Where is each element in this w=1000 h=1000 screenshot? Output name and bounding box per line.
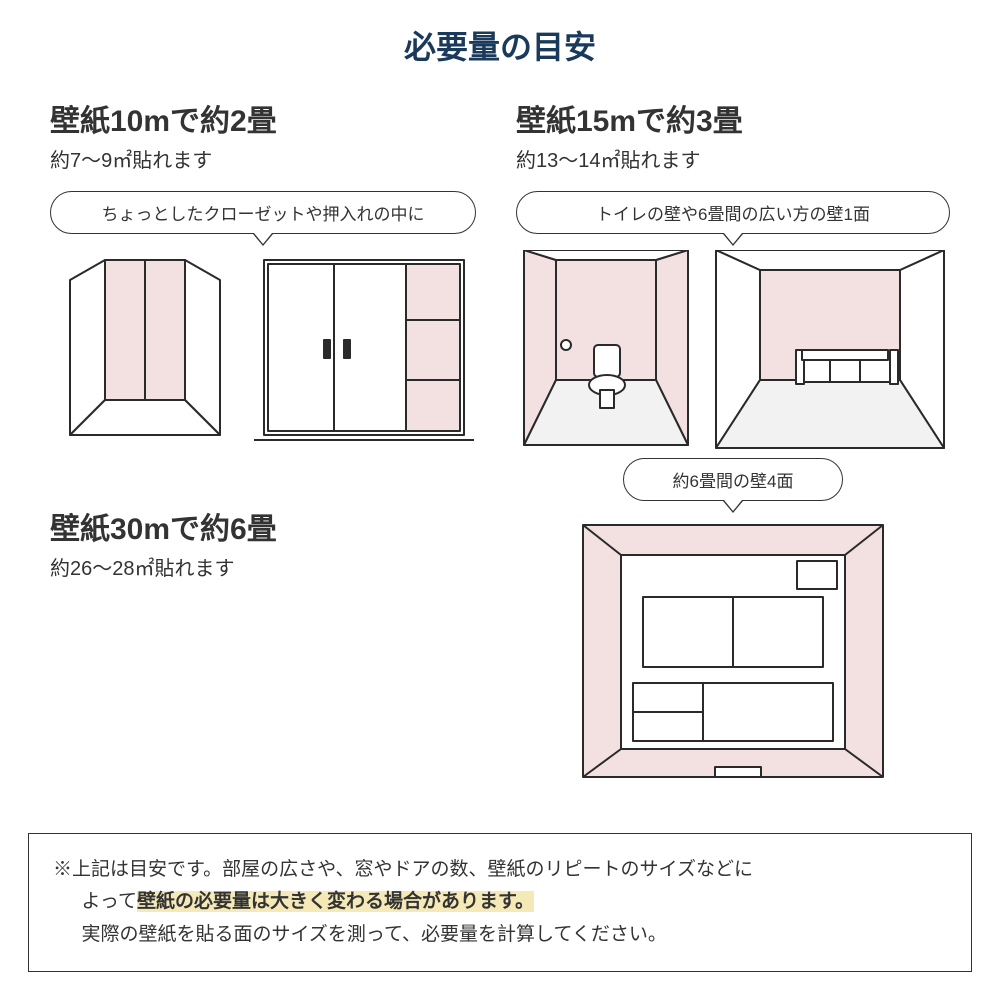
illus-10m xyxy=(50,250,476,450)
section-15m: 壁紙15mで約3畳 約13〜14㎡貼れます トイレの壁や6畳間の広い方の壁1面 xyxy=(516,96,950,450)
sub-15m: 約13〜14㎡貼れます xyxy=(516,144,950,173)
heading-30m: 壁紙30mで約6畳 xyxy=(50,504,476,548)
bubble-15m: トイレの壁や6畳間の広い方の壁1面 xyxy=(516,191,950,234)
illus-15m xyxy=(516,250,950,450)
bubble-30m: 約6畳間の壁4面 xyxy=(623,458,843,501)
section-30m: 壁紙30mで約6畳 約26〜28㎡貼れます xyxy=(50,450,476,787)
note-highlight: 壁紙の必要量は大きく変わる場合があります。 xyxy=(137,891,534,912)
toilet-room-icon xyxy=(516,250,696,450)
sub-10m: 約7〜9㎡貼れます xyxy=(50,144,476,173)
section-30m-illus: 約6畳間の壁4面 xyxy=(516,450,950,787)
sub-30m: 約26〜28㎡貼れます xyxy=(50,552,476,581)
note-line2: よって壁紙の必要量は大きく変わる場合があります。 xyxy=(53,886,947,918)
heading-15m: 壁紙15mで約3畳 xyxy=(516,96,950,140)
room-one-wall-icon xyxy=(710,250,950,450)
closet-open-icon xyxy=(50,250,240,450)
closet-sliding-icon xyxy=(254,250,474,450)
note-box: ※上記は目安です。部屋の広さや、窓やドアの数、壁紙のリピートのサイズなどに よっ… xyxy=(28,833,972,972)
section-10m: 壁紙10mで約2畳 約7〜9㎡貼れます ちょっとしたクローゼットや押入れの中に xyxy=(50,96,476,450)
note-line1: ※上記は目安です。部屋の広さや、窓やドアの数、壁紙のリピートのサイズなどに xyxy=(53,859,753,880)
room-four-walls-icon xyxy=(573,517,893,787)
heading-10m: 壁紙10mで約2畳 xyxy=(50,96,476,140)
content-grid: 壁紙10mで約2畳 約7〜9㎡貼れます ちょっとしたクローゼットや押入れの中に xyxy=(0,68,1000,787)
bubble-10m: ちょっとしたクローゼットや押入れの中に xyxy=(50,191,476,234)
note-line2a: よって xyxy=(82,891,137,912)
note-line3: 実際の壁紙を貼る面のサイズを測って、必要量を計算してください。 xyxy=(53,919,947,951)
page-title: 必要量の目安 xyxy=(0,0,1000,68)
